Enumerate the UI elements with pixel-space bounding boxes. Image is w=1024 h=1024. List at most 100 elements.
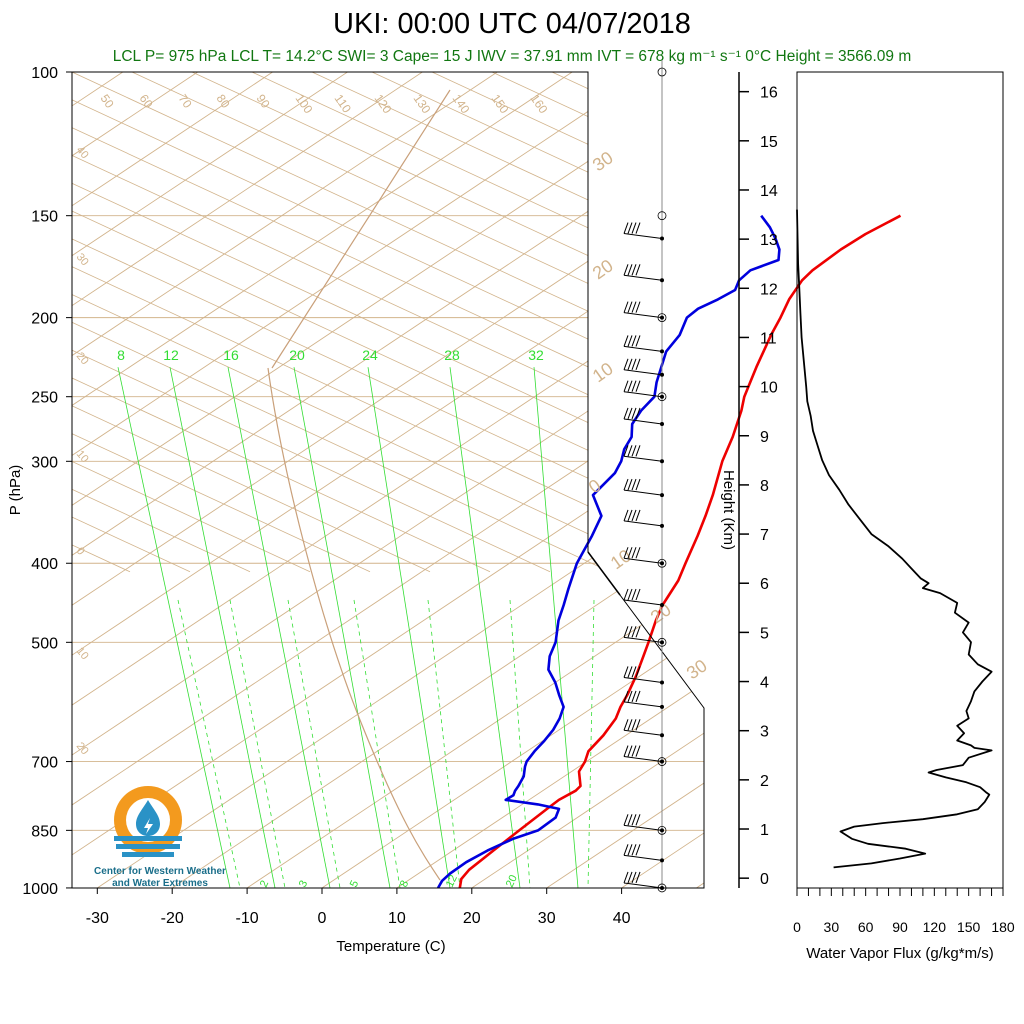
height-tick-label: 2 <box>760 773 769 790</box>
dewpoint-profile-line <box>436 214 781 889</box>
y-tick-label: 850 <box>31 823 58 840</box>
isotherm-line <box>72 72 704 888</box>
isotherm-line <box>220 72 704 888</box>
wind-barb-feather <box>635 745 641 757</box>
wind-barb-feather <box>627 814 633 826</box>
wind-barb-feather <box>635 358 641 370</box>
x-tick-label: -20 <box>161 910 184 927</box>
wind-barb-feather <box>631 588 637 601</box>
flux-tick-label: 120 <box>923 919 947 935</box>
flux-tick-label: 60 <box>858 919 874 935</box>
mixing-ratio-bottom-label: 20 <box>504 873 520 889</box>
mixing-ratio-line <box>169 367 276 888</box>
adiabat-label: 30 <box>683 655 711 683</box>
isotherm-label: 80 <box>214 92 233 111</box>
mixing-ratio-dashed-line <box>287 599 341 888</box>
wind-barb-feather <box>631 380 637 392</box>
isotherm-line <box>445 72 704 888</box>
flux-frame <box>796 71 1004 889</box>
wind-barb-feather <box>623 264 629 276</box>
wind-calm-circle <box>657 825 667 835</box>
wind-barb-feather <box>627 666 633 678</box>
wind-calm-circle <box>657 313 667 323</box>
dry-adiabat-line <box>852 72 1024 572</box>
wind-barb-feather <box>627 547 633 559</box>
logo-caption-line-1: Center for Western Weather <box>94 866 226 877</box>
y-tick-label: 700 <box>31 755 58 772</box>
mixing-ratio-bottom-label: 8 <box>398 879 411 890</box>
height-tick-label: 10 <box>760 380 778 397</box>
dry-adiabat-line <box>72 72 671 573</box>
wind-barb-feather <box>623 745 629 757</box>
wind-barb-feather <box>627 335 633 347</box>
parcel-upper-line <box>271 89 451 369</box>
isotherm-label: 160 <box>528 92 551 117</box>
dry-adiabat-line <box>72 72 704 573</box>
wind-barb-staff <box>623 418 663 425</box>
y-tick-label: 250 <box>31 390 58 407</box>
y-tick-label: 300 <box>31 454 58 471</box>
height-tick-label: 14 <box>760 183 778 200</box>
sounding-parameters: LCL P= 975 hPa LCL T= 14.2°C SWI= 3 Cape… <box>112 48 912 65</box>
wind-barb-feather <box>631 478 637 491</box>
mixing-ratio-dashed-line <box>353 599 401 888</box>
isotherm-line <box>72 72 704 888</box>
isotherm-line <box>72 72 704 888</box>
mixing-ratio-line <box>449 367 521 888</box>
dry-adiabat-line <box>72 72 371 573</box>
wind-barb-staff <box>623 233 663 240</box>
wind-barb-feather <box>631 264 637 276</box>
mixing-ratio-line <box>117 367 231 888</box>
mixing-ratio-dashed-line <box>427 599 461 888</box>
x-tick-label: 30 <box>538 910 556 927</box>
isotherm-label: 70 <box>176 92 195 111</box>
left-grid-label: 10 <box>74 448 91 465</box>
wind-barb-feather <box>627 264 633 276</box>
wind-barb-feather <box>631 222 637 234</box>
wind-barb-feather <box>635 445 641 457</box>
mixing-ratio-label: 24 <box>362 347 378 363</box>
isotherm-line <box>72 72 423 888</box>
height-tick-label: 11 <box>760 330 777 347</box>
wind-barb-feather <box>635 690 641 703</box>
logo-caption-line-2: and Water Extremes <box>112 878 208 889</box>
chart-title: UKI: 00:00 UTC 04/07/2018 <box>333 8 691 40</box>
wind-barb-feather <box>635 844 641 856</box>
wind-barb-feather <box>627 301 633 313</box>
isotherm-label: 120 <box>372 92 395 117</box>
isotherm-label: 140 <box>450 92 473 117</box>
wind-barb-feather <box>623 626 629 638</box>
wind-barb-feather <box>627 380 633 392</box>
wind-barb-feather <box>631 666 637 678</box>
wind-barb-feather <box>631 690 637 703</box>
wind-barb-feather <box>627 745 633 757</box>
wind-barb-feather <box>623 445 629 457</box>
mixing-ratio-bottom-label: 12 <box>444 873 460 889</box>
flux-tick-label: 150 <box>957 919 981 935</box>
adiabat-label: 10 <box>589 358 617 386</box>
mixing-ratio-label: 32 <box>528 347 544 363</box>
isotherm-line <box>72 72 498 888</box>
x-tick-label: 20 <box>463 910 481 927</box>
isotherm-line <box>72 72 273 888</box>
wind-barb-feather <box>631 301 637 313</box>
isotherm-label: 150 <box>489 92 512 117</box>
wind-barb-feather <box>631 509 637 522</box>
wind-barb-feather <box>627 445 633 457</box>
flux-tick-label: 180 <box>991 919 1015 935</box>
water-vapor-flux-line <box>796 209 993 869</box>
y-tick-label: 500 <box>31 635 58 652</box>
wind-barb-feather <box>623 380 629 392</box>
height-tick-label: 13 <box>760 232 778 249</box>
dry-adiabat-line <box>611 72 704 573</box>
wind-barb-staff <box>623 557 663 564</box>
wind-barb-staff <box>623 274 663 281</box>
wind-barb-feather <box>635 719 641 731</box>
mixing-ratio-dashed-line <box>229 599 286 888</box>
isotherm-line <box>72 72 198 888</box>
dry-adiabat-line <box>72 72 551 573</box>
height-tick-label: 1 <box>760 822 769 839</box>
mixing-ratio-bottom-label: 5 <box>348 879 361 890</box>
height-tick-label: 15 <box>760 134 778 151</box>
height-tick-label: 6 <box>760 576 769 593</box>
